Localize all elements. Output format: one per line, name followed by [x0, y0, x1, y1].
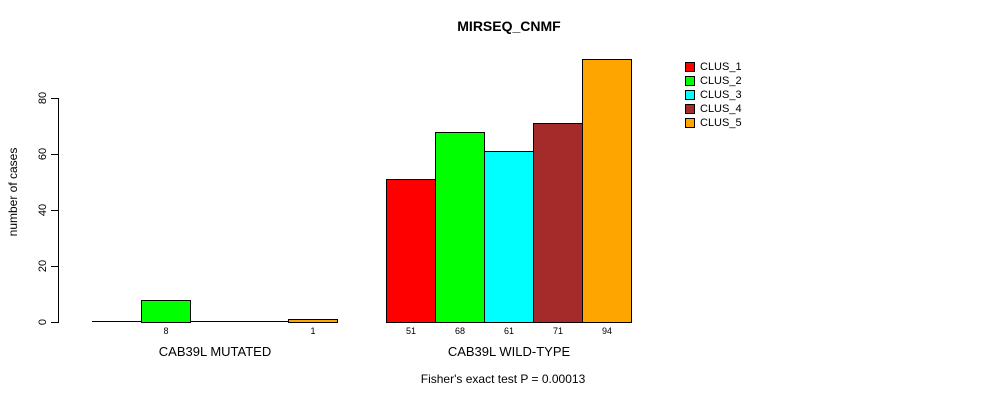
- y-tick-label: 40: [37, 203, 49, 217]
- legend-label: CLUS_3: [700, 89, 742, 101]
- x-group-label: CAB39L WILD-TYPE: [447, 344, 571, 359]
- y-tick-mark: [51, 322, 58, 323]
- bar-value-label: 61: [503, 326, 515, 336]
- legend-label: CLUS_2: [700, 75, 742, 87]
- legend-label: CLUS_5: [700, 117, 742, 129]
- y-tick-mark: [51, 154, 58, 155]
- legend-swatch-CLUS_4: [685, 104, 695, 114]
- y-axis-line: [58, 98, 59, 323]
- y-tick-label: 80: [37, 91, 49, 105]
- legend-label: CLUS_1: [700, 61, 742, 73]
- bar-CLUS_2-mutated: [141, 300, 191, 323]
- x-group-label: CAB39L MUTATED: [158, 344, 272, 359]
- y-tick-label: 20: [37, 259, 49, 273]
- legend-swatch-CLUS_5: [685, 118, 695, 128]
- bar-zero-line-CLUS_4: [239, 321, 289, 322]
- bar-CLUS_4-wildtype: [533, 123, 583, 323]
- bar-value-label: 68: [454, 326, 466, 336]
- bar-CLUS_1-wildtype: [386, 179, 436, 323]
- bar-value-label: 1: [310, 326, 316, 336]
- y-tick-label: 60: [37, 147, 49, 161]
- annotation-text: Fisher's exact test P = 0.00013: [420, 372, 586, 386]
- bar-value-label: 94: [601, 326, 613, 336]
- y-tick-label: 0: [37, 318, 49, 326]
- legend-swatch-CLUS_3: [685, 90, 695, 100]
- legend-swatch-CLUS_1: [685, 62, 695, 72]
- legend-label: CLUS_4: [700, 103, 742, 115]
- bar-value-label: 8: [163, 326, 169, 336]
- bar-value-label: 51: [405, 326, 417, 336]
- bar-CLUS_5-wildtype: [582, 59, 632, 323]
- bar-CLUS_3-wildtype: [484, 151, 534, 323]
- bar-zero-line-CLUS_3: [190, 321, 240, 322]
- bar-CLUS_2-wildtype: [435, 132, 485, 323]
- bar-value-label: 71: [552, 326, 564, 336]
- bar-CLUS_5-mutated: [288, 319, 338, 323]
- legend-swatch-CLUS_2: [685, 76, 695, 86]
- chart-title: MIRSEQ_CNMF: [457, 18, 561, 34]
- bar-zero-line-CLUS_1: [92, 321, 142, 322]
- y-tick-mark: [51, 210, 58, 211]
- y-tick-mark: [51, 98, 58, 99]
- y-tick-mark: [51, 266, 58, 267]
